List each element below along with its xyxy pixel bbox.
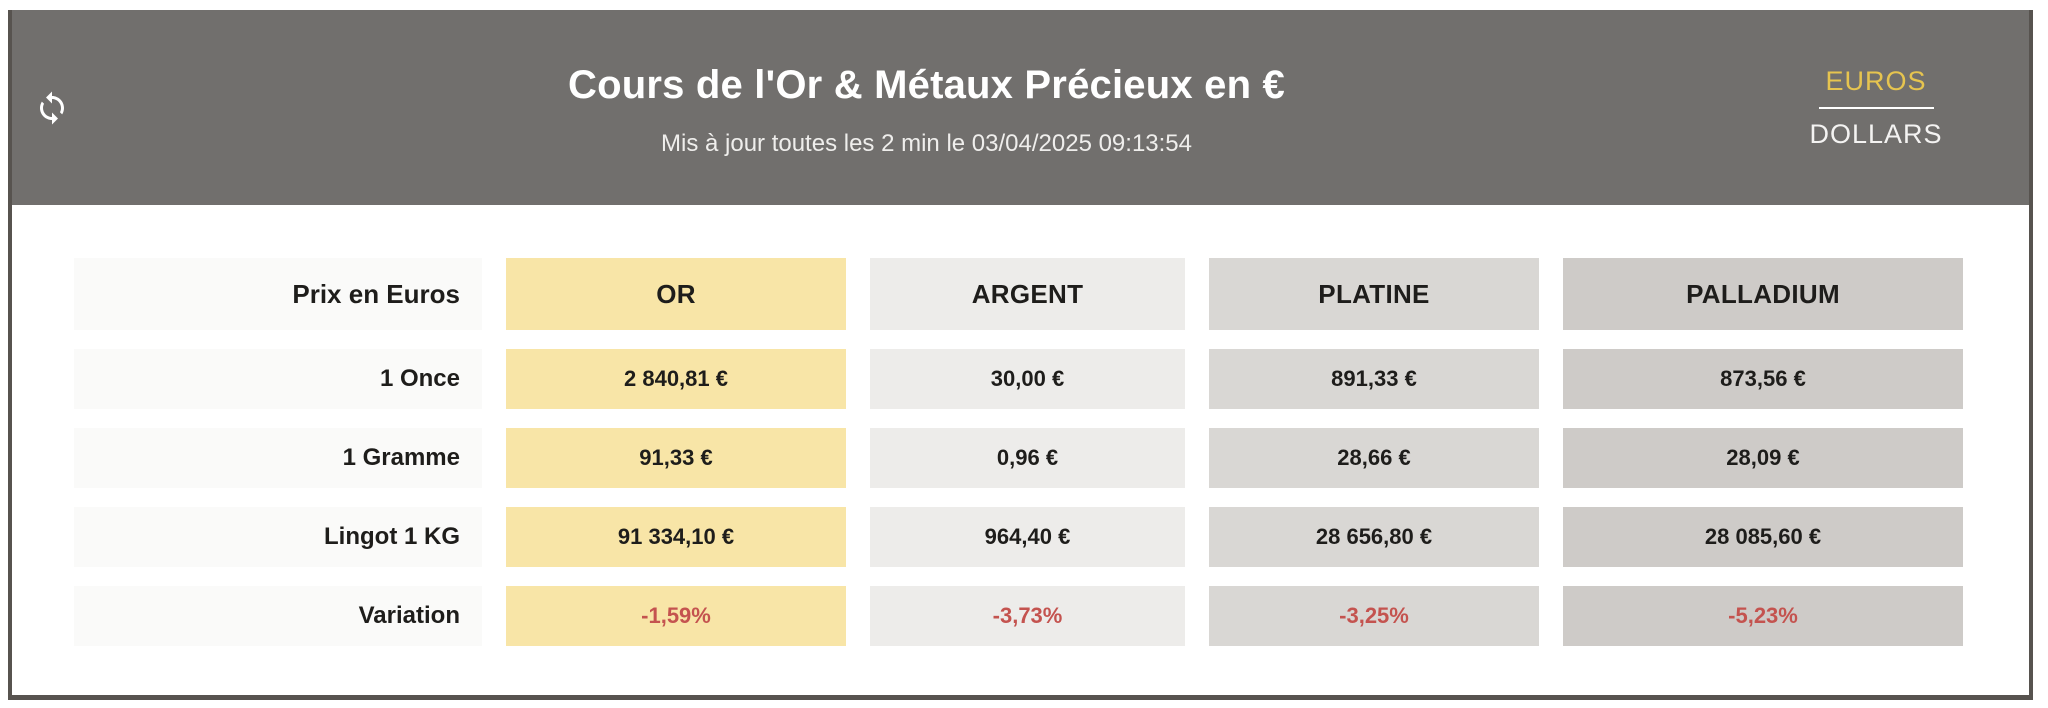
variation-cell-palladium: -5,23%: [1563, 586, 1963, 646]
sync-refresh-icon: [34, 90, 70, 126]
column-header-or: OR: [506, 258, 846, 330]
currency-option-dollars[interactable]: DOLLARS: [1807, 115, 1944, 154]
variation-cell-platine: -3,25%: [1209, 586, 1539, 646]
variation-cell-argent: -3,73%: [870, 586, 1185, 646]
price-cell-argent-lingot: 964,40 €: [870, 507, 1185, 567]
refresh-button[interactable]: [12, 90, 92, 126]
title-block: Cours de l'Or & Métaux Précieux en € Mis…: [92, 57, 1761, 158]
variation-cell-or: -1,59%: [506, 586, 846, 646]
price-cell-argent-gramme: 0,96 €: [870, 428, 1185, 488]
price-cell-palladium-once: 873,56 €: [1563, 349, 1963, 409]
currency-switcher: EUROS DOLLARS: [1761, 62, 1991, 154]
price-cell-or-lingot: 91 334,10 €: [506, 507, 846, 567]
price-cell-or-gramme: 91,33 €: [506, 428, 846, 488]
corner-cell-prix-en-euros: Prix en Euros: [74, 258, 482, 330]
row-label-1-once: 1 Once: [74, 349, 482, 409]
price-cell-platine-gramme: 28,66 €: [1209, 428, 1539, 488]
row-label-lingot-1kg: Lingot 1 KG: [74, 507, 482, 567]
price-cell-or-once: 2 840,81 €: [506, 349, 846, 409]
price-table: Prix en Euros OR ARGENT PLATINE PALLADIU…: [74, 258, 1963, 646]
page-title: Cours de l'Or & Métaux Précieux en €: [568, 63, 1285, 107]
price-cell-platine-once: 891,33 €: [1209, 349, 1539, 409]
header-bar: Cours de l'Or & Métaux Précieux en € Mis…: [12, 10, 2029, 205]
update-status: Mis à jour toutes les 2 min le 03/04/202…: [661, 130, 1192, 157]
column-header-argent: ARGENT: [870, 258, 1185, 330]
column-header-palladium: PALLADIUM: [1563, 258, 1963, 330]
price-cell-argent-once: 30,00 €: [870, 349, 1185, 409]
price-cell-platine-lingot: 28 656,80 €: [1209, 507, 1539, 567]
price-cell-palladium-lingot: 28 085,60 €: [1563, 507, 1963, 567]
gold-price-widget: Cours de l'Or & Métaux Précieux en € Mis…: [8, 10, 2033, 700]
currency-option-euros[interactable]: EUROS: [1823, 62, 1928, 101]
column-header-platine: PLATINE: [1209, 258, 1539, 330]
currency-divider: [1818, 106, 1934, 109]
row-label-variation: Variation: [74, 586, 482, 646]
row-label-1-gramme: 1 Gramme: [74, 428, 482, 488]
price-cell-palladium-gramme: 28,09 €: [1563, 428, 1963, 488]
